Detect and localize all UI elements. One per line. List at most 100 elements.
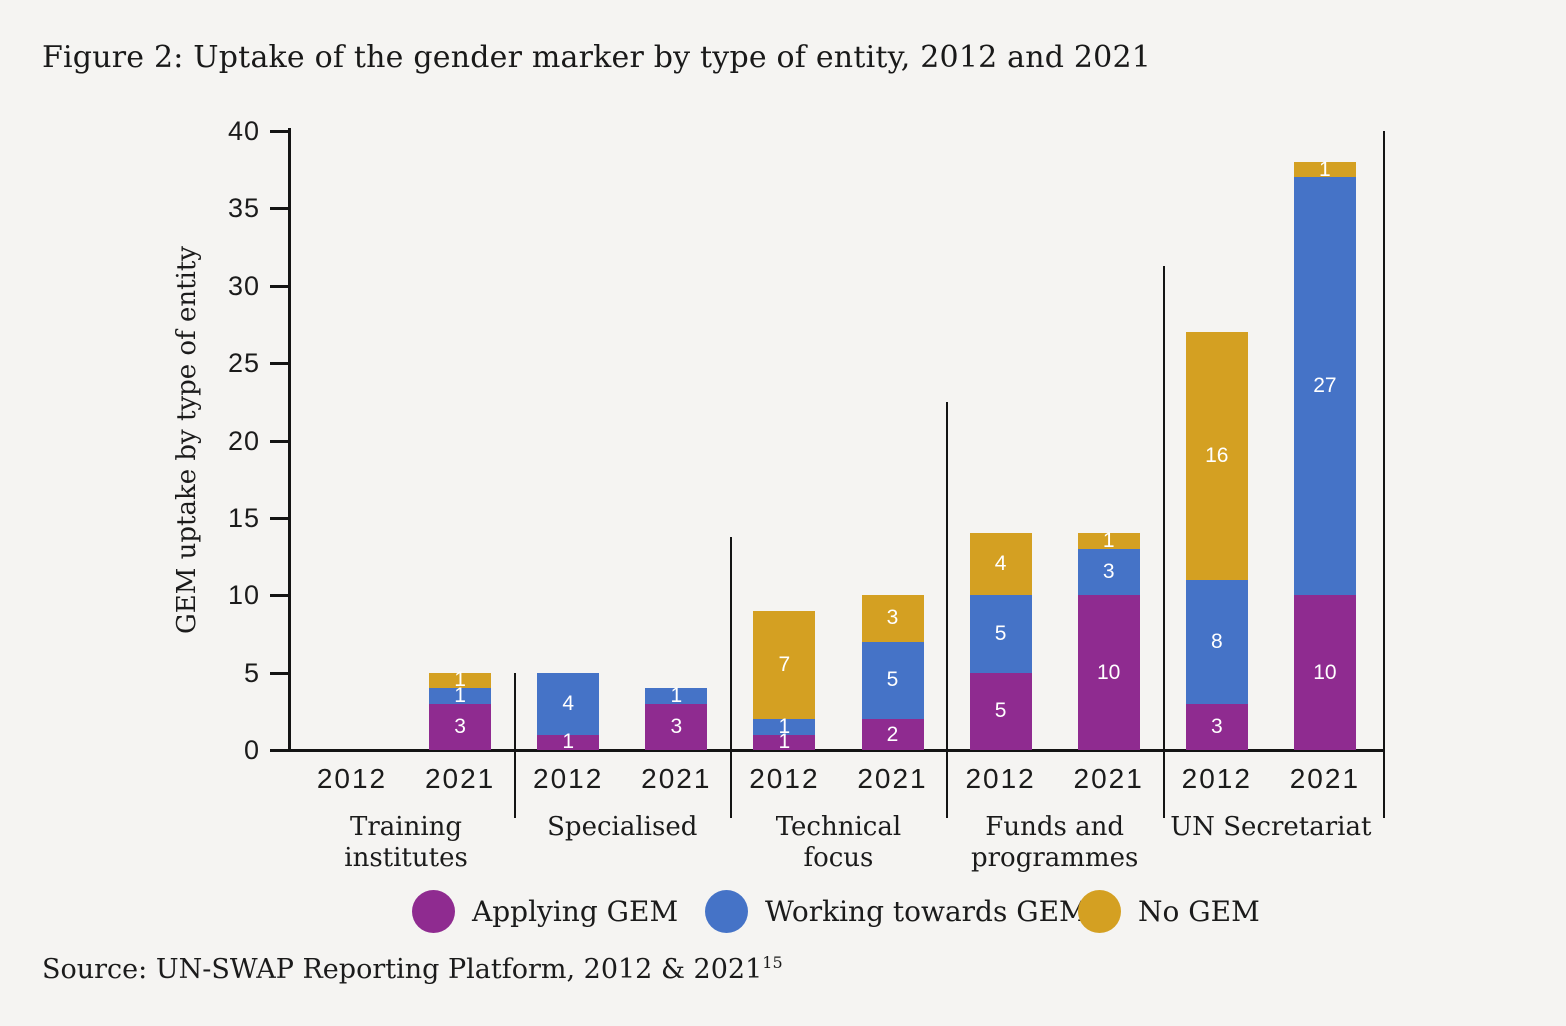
x-tick-label-year: 2021: [641, 763, 712, 794]
group-label: Funds and programmes: [915, 812, 1195, 874]
legend: Applying GEM Working towards GEM No GEM: [0, 888, 1566, 936]
y-tick-label: 30: [227, 270, 260, 301]
group-label: Training institutes: [266, 812, 546, 874]
bar-value-label: 3: [886, 606, 899, 630]
group-label-line: Training: [350, 812, 463, 842]
figure-title: Figure 2: Uptake of the gender marker by…: [42, 40, 1152, 75]
bar-segment-applying-gem: [429, 703, 492, 750]
x-axis-line: [272, 749, 1383, 752]
x-tick-label-year: 2012: [749, 763, 820, 794]
source-note: Source: UN-SWAP Reporting Platform, 2012…: [42, 954, 783, 985]
x-tick-label-year: 2021: [424, 763, 496, 794]
bar-segment-applying-gem: [1293, 595, 1356, 750]
bar-segment-no-gem: [1077, 533, 1140, 549]
bar-segment-working-towards-gem: [753, 719, 816, 735]
bar-value-label: 1: [778, 730, 791, 754]
y-axis-line: [288, 128, 291, 752]
legend-item-working-towards-gem: Working towards GEM: [705, 888, 1088, 934]
y-tick: [270, 130, 288, 133]
y-tick: [270, 362, 288, 366]
bar-value-label: 5: [994, 699, 1007, 723]
x-tick-label-year: 2012: [1181, 763, 1252, 794]
group-separator: [946, 401, 948, 818]
bar-value-label: 4: [562, 691, 575, 715]
y-tick: [270, 671, 288, 675]
bar-segment-applying-gem: [1185, 703, 1248, 750]
bar-value-label: 10: [1313, 660, 1337, 684]
bar-segment-working-towards-gem: [537, 672, 600, 735]
x-tick-label-year: 2012: [316, 763, 388, 794]
y-tick: [270, 749, 288, 752]
bar-segment-working-towards-gem: [429, 688, 492, 704]
group-label-line: Specialised: [547, 812, 698, 842]
bar-segment-working-towards-gem: [861, 641, 924, 720]
bar-value-label: 3: [1210, 714, 1223, 738]
source-text: Source: UN-SWAP Reporting Platform, 2012…: [42, 954, 763, 985]
bar-value-label: 1: [454, 683, 466, 707]
bar-segment-working-towards-gem: [969, 595, 1032, 673]
y-tick-label: 40: [227, 116, 260, 146]
bar-value-label: 8: [1210, 629, 1223, 653]
bar-value-label: 1: [1102, 529, 1115, 553]
bar-segment-applying-gem: [1077, 595, 1140, 750]
no-gem-marker-icon: [1078, 889, 1121, 933]
bar-value-label: 3: [454, 714, 466, 738]
bar-value-label: 4: [994, 552, 1007, 576]
bar-segment-no-gem: [753, 610, 816, 720]
bar-segment-no-gem: [1293, 161, 1356, 178]
y-tick-label: 0: [243, 735, 260, 765]
y-tick-label: 15: [227, 502, 260, 533]
y-tick-label: 25: [227, 348, 260, 379]
group-label-line: institutes: [344, 843, 468, 874]
bar-value-label: 2: [886, 722, 899, 746]
y-tick-label: 5: [243, 657, 260, 688]
bar-segment-no-gem: [969, 533, 1032, 596]
group-separator: [514, 672, 516, 818]
x-tick-label-year: 2021: [857, 763, 928, 794]
bar-value-label: 5: [994, 621, 1007, 645]
bar-segment-applying-gem: [969, 672, 1032, 750]
bar-value-label: 16: [1205, 443, 1229, 467]
group-label-line: Technical: [775, 812, 902, 842]
x-tick-label-year: 2012: [965, 763, 1036, 794]
bar-value-label: 3: [1102, 560, 1115, 584]
bar-value-label: 10: [1097, 660, 1121, 684]
group-separator: [1163, 266, 1165, 818]
bar-value-label: 1: [1319, 157, 1331, 181]
bar-value-label: 1: [670, 683, 683, 707]
group-separator: [730, 537, 732, 818]
y-tick-label: 35: [227, 193, 260, 224]
bar-segment-working-towards-gem: [1185, 579, 1248, 704]
bar-value-label: 7: [778, 652, 791, 676]
bar-segment-no-gem: [861, 595, 924, 642]
bar-value-label: 3: [670, 714, 683, 738]
legend-item-no-gem: No GEM: [1078, 888, 1260, 934]
bar-segment-no-gem: [429, 672, 492, 689]
applying-gem-marker-icon: [412, 889, 455, 933]
bar-segment-working-towards-gem: [1077, 548, 1140, 596]
group-label-line: Funds and: [985, 812, 1124, 842]
group-label: Specialised: [482, 812, 762, 843]
group-label-line: UN Secretariat: [1170, 812, 1372, 842]
bar-value-label: 1: [454, 668, 466, 692]
y-tick-label: 20: [227, 425, 260, 456]
group-label-line: programmes: [970, 843, 1139, 874]
y-tick: [270, 439, 288, 443]
bar-segment-working-towards-gem: [1293, 177, 1356, 596]
group-label: UN Secretariat: [1131, 812, 1411, 843]
x-tick-label-year: 2012: [533, 763, 604, 794]
working-towards-gem-marker-icon: [705, 889, 748, 933]
bar-segment-working-towards-gem: [645, 688, 708, 704]
bar-segment-applying-gem: [645, 703, 708, 750]
bar-value-label: 1: [778, 714, 791, 738]
source-footnote-superscript: 15: [762, 953, 783, 972]
bar-segment-applying-gem: [861, 719, 924, 750]
bar-value-label: 5: [886, 668, 899, 692]
group-label-line: focus: [803, 843, 874, 874]
y-tick: [270, 594, 288, 598]
x-tick-label-year: 2021: [1073, 763, 1144, 794]
y-tick: [270, 516, 288, 520]
y-tick: [270, 284, 288, 288]
legend-item-applying-gem: Applying GEM: [412, 888, 678, 934]
